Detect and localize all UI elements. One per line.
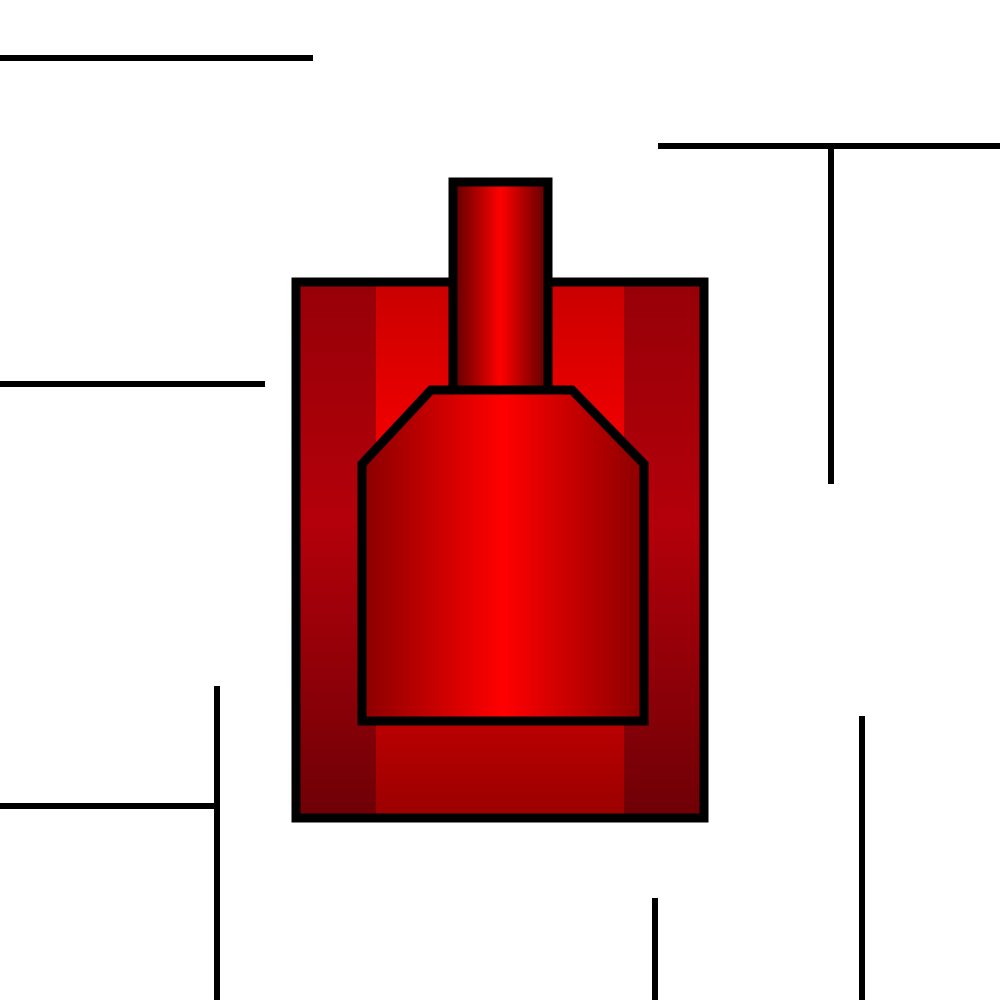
tank-turret — [357, 385, 649, 726]
maze-walls — [0, 55, 1000, 1000]
player-tank[interactable] — [291, 177, 709, 823]
tank-barrel — [448, 177, 553, 397]
